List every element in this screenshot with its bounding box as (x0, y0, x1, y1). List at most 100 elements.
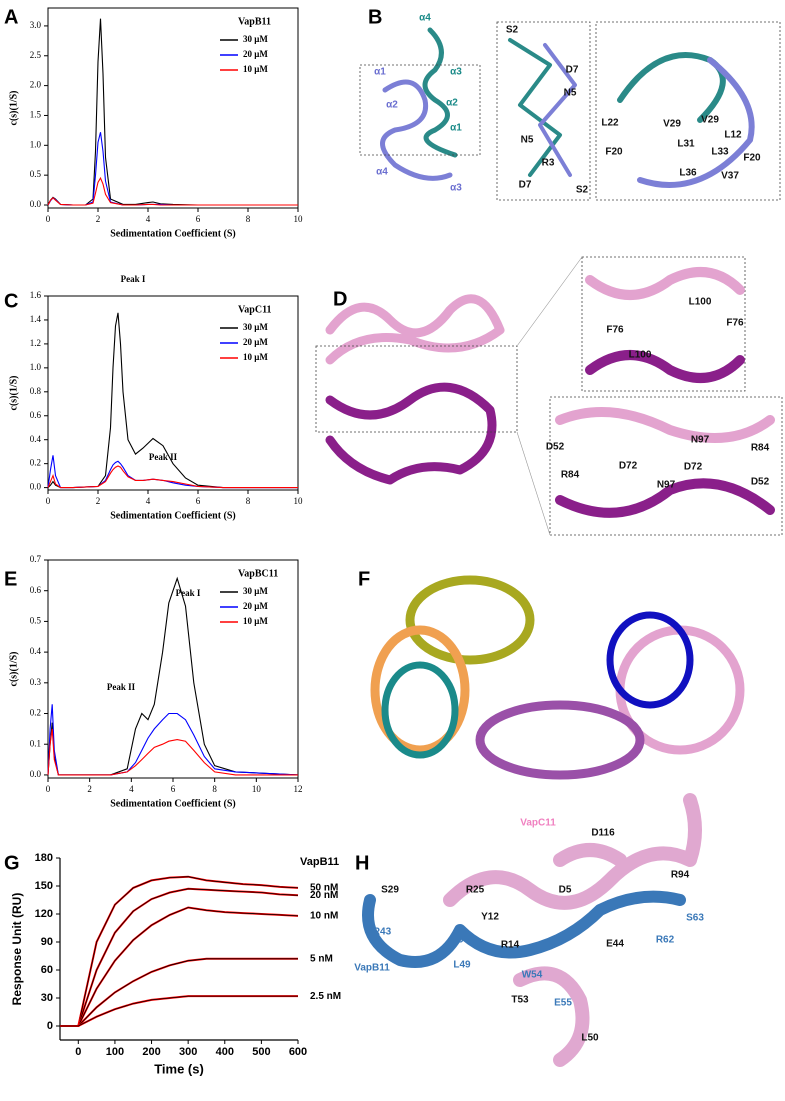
residue-label: N5 (564, 88, 577, 99)
x-tick-label: 0 (46, 784, 51, 794)
x-tick-label: 400 (216, 1046, 234, 1058)
x-tick-label: 10 (294, 214, 304, 224)
y-tick-label: 2.5 (30, 50, 42, 60)
y-tick-label: 1.5 (30, 110, 42, 120)
x-axis-title: Sedimentation Coefficient (S) (110, 798, 236, 809)
annotation: Peak I (176, 588, 201, 598)
residue-label: D7 (519, 180, 532, 191)
x-tick-label: 8 (212, 784, 217, 794)
y-tick-label: 120 (35, 908, 53, 920)
annotation: Peak II (149, 452, 178, 462)
y-tick-label: 1.0 (30, 362, 42, 372)
residue-label: α1 (374, 67, 386, 78)
y-tick-label: 180 (35, 852, 53, 864)
residue-label: R62 (656, 935, 675, 946)
legend-label: 10 μM (243, 352, 268, 362)
x-tick-label: 4 (146, 214, 151, 224)
plot-frame (47, 7, 299, 209)
fit-curve (60, 995, 298, 1027)
y-tick-label: 0 (47, 1020, 53, 1032)
residue-label: S2 (506, 25, 519, 36)
legend-label: 30 μM (243, 34, 268, 44)
y-axis-title: Response Unit (RU) (10, 893, 24, 1006)
series-label: 2.5 nM (310, 991, 341, 1002)
residue-label: E55 (554, 998, 572, 1009)
x-axis-title: Time (s) (154, 1061, 204, 1076)
residue-label: D116 (591, 828, 615, 839)
residue-label: α3 (450, 183, 462, 194)
y-tick-label: 0.0 (30, 199, 42, 209)
x-tick-label: 0 (75, 1046, 81, 1058)
panel-letter: B (368, 6, 382, 28)
x-tick-label: 4 (146, 496, 151, 506)
y-tick-label: 3.0 (30, 20, 42, 30)
panel-letter: D (333, 288, 347, 310)
residue-label: D7 (566, 65, 579, 76)
panel-letter: G (4, 852, 20, 874)
plot-frame (47, 295, 299, 491)
legend-label: 10 μM (243, 616, 268, 626)
y-tick-label: 1.4 (30, 314, 42, 324)
residue-label: Y12 (481, 912, 499, 923)
zoom-box (496, 21, 591, 201)
residue-label: L31 (677, 139, 695, 150)
residue-label: V29 (663, 119, 681, 130)
y-tick-label: 150 (35, 880, 53, 892)
y-tick-label: 30 (41, 992, 53, 1004)
residue-label: S63 (686, 913, 704, 924)
y-tick-label: 0.4 (30, 646, 42, 656)
x-tick-label: 8 (246, 496, 251, 506)
residue-label: R3 (542, 158, 555, 169)
residue-label: L12 (724, 130, 742, 141)
x-tick-label: 200 (142, 1046, 160, 1058)
residue-label: L36 (679, 168, 697, 179)
residue-label: α3 (450, 67, 462, 78)
residue-label: N97 (657, 480, 676, 491)
residue-label: R14 (501, 940, 520, 951)
residue-label: V29 (701, 115, 719, 126)
legend-title: VapC11 (238, 304, 272, 315)
residue-label: F20 (605, 147, 623, 158)
residue-label: S29 (381, 885, 399, 896)
residue-label: L100 (689, 297, 712, 308)
y-axis-title: c(s)(1/S) (8, 652, 19, 687)
residue-label: S2 (576, 185, 589, 196)
x-tick-label: 300 (179, 1046, 197, 1058)
residue-label: D5 (559, 885, 572, 896)
zoom-box (595, 21, 781, 201)
panel-letter: F (358, 568, 370, 590)
response-curve (60, 887, 299, 1027)
x-tick-label: 0 (46, 496, 51, 506)
series-label: 20 nM (310, 890, 338, 901)
y-tick-label: 0.5 (30, 615, 42, 625)
series-line (47, 132, 298, 206)
residue-label: N5 (521, 135, 534, 146)
legend-label: 20 μM (243, 49, 268, 59)
y-tick-label: 0.7 (30, 554, 42, 564)
residue-label: R25 (466, 885, 485, 896)
x-tick-label: 500 (252, 1046, 270, 1058)
residue-label: F76 (606, 325, 624, 336)
residue-label: D72 (684, 462, 703, 473)
annotation: Peak I (121, 274, 146, 284)
residue-label: VapC11 (520, 818, 556, 829)
residue-label: R84 (751, 443, 770, 454)
y-tick-label: 1.2 (30, 338, 41, 348)
x-tick-label: 4 (129, 784, 134, 794)
structure-b (359, 21, 781, 201)
residue-label: T53 (511, 995, 529, 1006)
zoom-box (549, 396, 783, 536)
x-axis-title: Sedimentation Coefficient (S) (110, 510, 236, 521)
fit-curve (60, 876, 299, 1027)
residue-label: D72 (619, 461, 638, 472)
x-tick-label: 2 (96, 496, 101, 506)
annotation: Peak II (107, 682, 136, 692)
y-tick-label: 1.0 (30, 139, 42, 149)
y-tick-label: 1.6 (30, 290, 42, 300)
y-tick-label: 0.3 (30, 677, 42, 687)
x-tick-label: 6 (196, 214, 201, 224)
residue-label: F76 (726, 318, 744, 329)
zoom-box (359, 64, 481, 156)
legend-title: VapBC11 (238, 568, 278, 579)
